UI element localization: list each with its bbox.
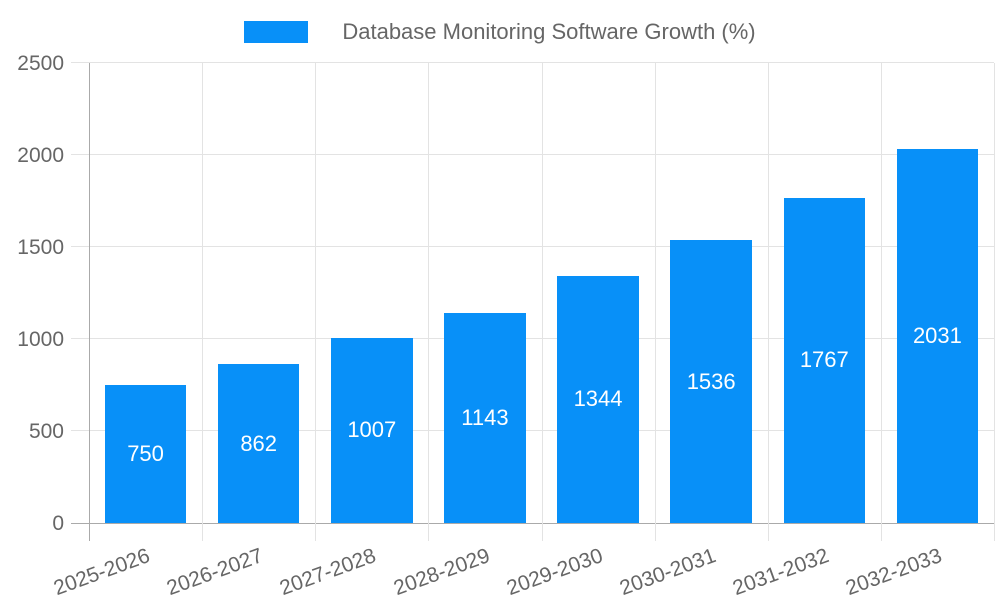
gridline-horizontal [71, 246, 994, 247]
x-axis-tick-label: 2027-2028 [277, 544, 380, 600]
y-axis-tick-label: 1000 [17, 327, 64, 351]
x-axis: 2025-2026 2026-2027 2027-2028 2028-2029 2029… [51, 544, 994, 600]
bar-value-label: 2031 [912, 323, 962, 349]
gridline-vertical [654, 63, 656, 541]
bar[interactable]: 1344 [557, 275, 639, 523]
y-axis-tick-label: 1500 [17, 235, 64, 259]
x-axis-tick-label: 2030-2031 [616, 544, 719, 600]
gridline-vertical [428, 63, 430, 541]
y-axis-tick-label: 0 [52, 511, 64, 535]
y-axis-tick-label: 2500 [17, 51, 64, 75]
gridline-horizontal [71, 338, 994, 339]
bar[interactable]: 1767 [783, 197, 866, 523]
bar-value-label: 862 [240, 430, 278, 456]
gridline-horizontal [71, 154, 994, 155]
gridline-horizontal [71, 523, 994, 524]
gridline-horizontal [71, 62, 994, 63]
x-axis-tick-label: 2026-2027 [163, 544, 267, 600]
bar-value-label: 1767 [799, 347, 849, 373]
legend-swatch [244, 21, 309, 43]
gridline-vertical [880, 63, 882, 541]
bar[interactable]: 750 [104, 385, 187, 523]
x-axis-tick-label: 2031-2032 [729, 544, 832, 600]
bar[interactable]: 1007 [331, 337, 413, 523]
gridline-vertical [767, 63, 769, 541]
x-axis-tick-label: 2032-2033 [842, 544, 945, 600]
bar[interactable]: 1536 [670, 240, 752, 523]
gridline-vertical [994, 63, 995, 541]
plot-area: 750 862 1007 1143 1344 1536 1767 2031 [71, 62, 995, 541]
gridline-vertical [541, 63, 543, 541]
bar-value-label: 1143 [461, 404, 509, 430]
legend-label: Database Monitoring Software Growth (%) [342, 19, 756, 44]
y-axis-line [89, 63, 90, 541]
y-axis: 0 500 1000 1500 2000 2500 [0, 53, 64, 534]
gridline-vertical [202, 63, 204, 541]
y-axis-tick-label: 500 [28, 419, 64, 443]
x-axis-tick-label: 2029-2030 [503, 544, 606, 600]
legend[interactable]: Database Monitoring Software Growth (%) [0, 20, 1000, 44]
gridline-horizontal [71, 430, 994, 431]
bar-value-label: 1536 [686, 368, 736, 394]
gridline-vertical [315, 63, 317, 541]
x-axis-tick-label: 2025-2026 [50, 544, 154, 600]
y-axis-tick-label: 2000 [17, 143, 64, 167]
bar[interactable]: 2031 [896, 149, 979, 523]
bar[interactable]: 862 [217, 364, 300, 523]
bar-value-label: 1344 [573, 386, 623, 412]
bar-value-label: 750 [127, 441, 164, 466]
bar-value-label: 1007 [347, 417, 397, 443]
bar[interactable]: 1143 [444, 312, 526, 523]
x-axis-tick-label: 2028-2029 [390, 544, 493, 600]
